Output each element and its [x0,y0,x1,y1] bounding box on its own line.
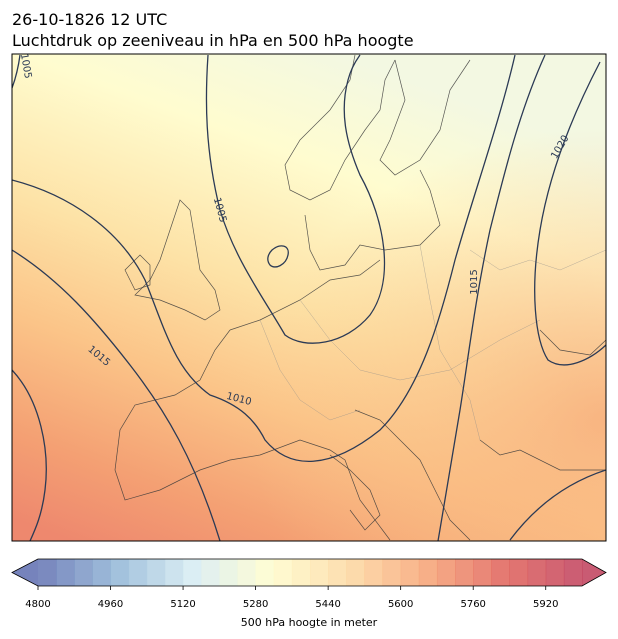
colorbar-label: 500 hPa hoogte in meter [241,616,378,629]
colorbar-band [491,559,510,586]
colorbar-band [273,559,293,586]
colorbar-band [146,559,166,586]
colorbar-tick-label: 5280 [243,599,268,610]
colorbar-band [563,559,583,586]
coastline [539,329,606,356]
colorbar-band [56,559,75,586]
colorbar-band [183,559,202,586]
country-border [259,319,361,421]
colorbar-band [436,559,456,586]
colorbar-tick-label: 5760 [460,599,485,610]
colorbar-tick-label: 4960 [98,599,123,610]
country-border [419,244,481,441]
date-title: 26-10-1826 12 UTC [12,10,167,29]
coastline [114,329,391,541]
coastline [284,54,396,201]
country-border [469,249,606,271]
colorbar-band [164,559,184,586]
colorbar-band [92,559,112,586]
isobar [12,54,21,89]
colorbar-band [509,559,529,586]
coastline [124,254,151,291]
colorbar-band [219,559,238,586]
colorbar-extend-high [582,559,606,586]
colorbar-band [74,559,93,586]
colorbar-band [255,559,275,586]
colorbar-band [201,559,220,586]
coastline [329,454,381,531]
coastline [229,259,381,331]
colorbar-band [400,559,420,586]
coastline [479,439,606,471]
colorbar-band [382,559,402,586]
isobar [437,54,546,541]
coastline [304,169,441,271]
colorbar-extend-low [12,559,38,586]
coastline [134,199,221,321]
colorbar-band [346,559,365,586]
isobar [509,469,606,541]
colorbar-band [455,559,474,586]
colorbar-band [128,559,148,586]
colorbar-band [545,559,565,586]
colorbar-band [328,559,347,586]
colorbar-band [38,559,57,586]
isobar [534,61,606,366]
colorbar-band [110,559,130,586]
country-border [299,299,541,381]
isobar [205,54,386,344]
map-frame [11,53,607,542]
colorbar-tick-label: 5920 [533,599,558,610]
isobar-label: 1015 [469,269,480,294]
coastlines [114,54,606,541]
colorbar-tick-label: 4800 [25,599,50,610]
isobar [12,369,47,541]
colorbar-band [310,559,329,586]
colorbar-band [473,559,492,586]
isobar [12,54,516,462]
isobar [267,245,289,268]
isobar-label: 1005 [18,53,33,80]
coastline [354,409,471,541]
colorbar-band [364,559,384,586]
colorbar-outline [11,558,607,587]
isobars [12,54,606,541]
height-field-east [12,54,606,541]
colorbar-band [418,559,438,586]
isobar [12,249,221,541]
colorbar-band [291,559,311,586]
colorbar-tick-label: 5600 [388,599,413,610]
colorbar: 4800 4960 5120 5280 5440 5600 5760 5920 500 hPa … [11,558,607,629]
colorbar-band [237,559,257,586]
colorbar-tick-label: 5120 [170,599,195,610]
coastline [379,59,471,176]
colorbar-band [527,559,547,586]
main-title: Luchtdruk op zeeniveau in hPa en 500 hPa… [12,31,414,50]
colorbar-tick-label: 5440 [315,599,340,610]
